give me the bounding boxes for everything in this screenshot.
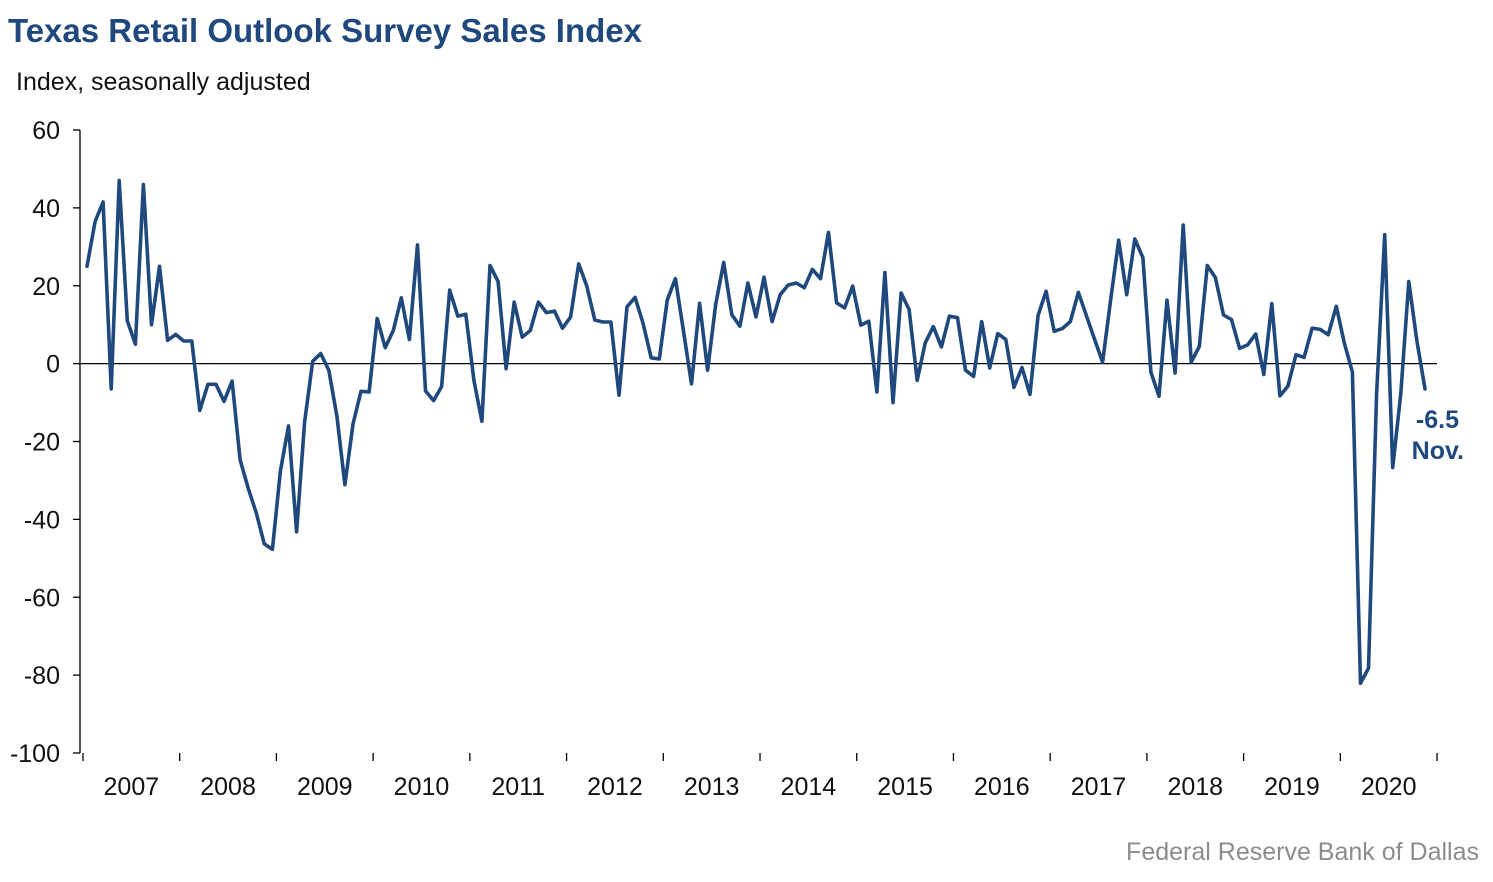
y-tick-label: -80 [24, 662, 60, 690]
x-tick-label: 2017 [1071, 773, 1127, 801]
y-tick-label: 0 [46, 351, 60, 379]
y-tick-label: -40 [24, 506, 60, 534]
x-axis: 2007 2008 2009 2010 2011 2012 2013 2014 2015 2016… [82, 753, 1438, 801]
source-note: Federal Reserve Bank of Dallas [1126, 838, 1479, 866]
x-tick-label: 2014 [781, 773, 837, 801]
x-tick-label: 2008 [200, 773, 256, 801]
end-annotation: -6.5 Nov. [1412, 406, 1464, 465]
end-value-label: -6.5 [1416, 406, 1459, 434]
end-month-label: Nov. [1412, 437, 1464, 465]
axes [79, 130, 1437, 753]
y-tick-label: -100 [10, 740, 60, 768]
x-tick-label: 2015 [877, 773, 933, 801]
x-tick-label: 2011 [491, 773, 545, 801]
y-axis: 60 40 20 0 -20 -40 -60 -80 -100 [10, 117, 80, 768]
series-group [85, 178, 1427, 686]
x-tick-label: 2020 [1361, 773, 1417, 801]
y-tick-label: 20 [32, 273, 60, 301]
x-tick-label: 2009 [297, 773, 353, 801]
x-tick-label: 2010 [394, 773, 450, 801]
series-line [85, 178, 1427, 686]
x-tick-label: 2007 [104, 773, 160, 801]
chart-title: Texas Retail Outlook Survey Sales Index [8, 12, 642, 49]
x-tick-label: 2016 [974, 773, 1030, 801]
y-axis-label: Index, seasonally adjusted [16, 68, 311, 96]
x-tick-label: 2012 [587, 773, 643, 801]
y-tick-label: -20 [24, 429, 60, 457]
y-tick-label: 40 [32, 195, 60, 223]
x-tick-label: 2013 [684, 773, 740, 801]
y-tick-label: -60 [24, 584, 60, 612]
x-tick-label: 2019 [1264, 773, 1320, 801]
y-tick-label: 60 [32, 117, 60, 145]
x-tick-label: 2018 [1167, 773, 1223, 801]
